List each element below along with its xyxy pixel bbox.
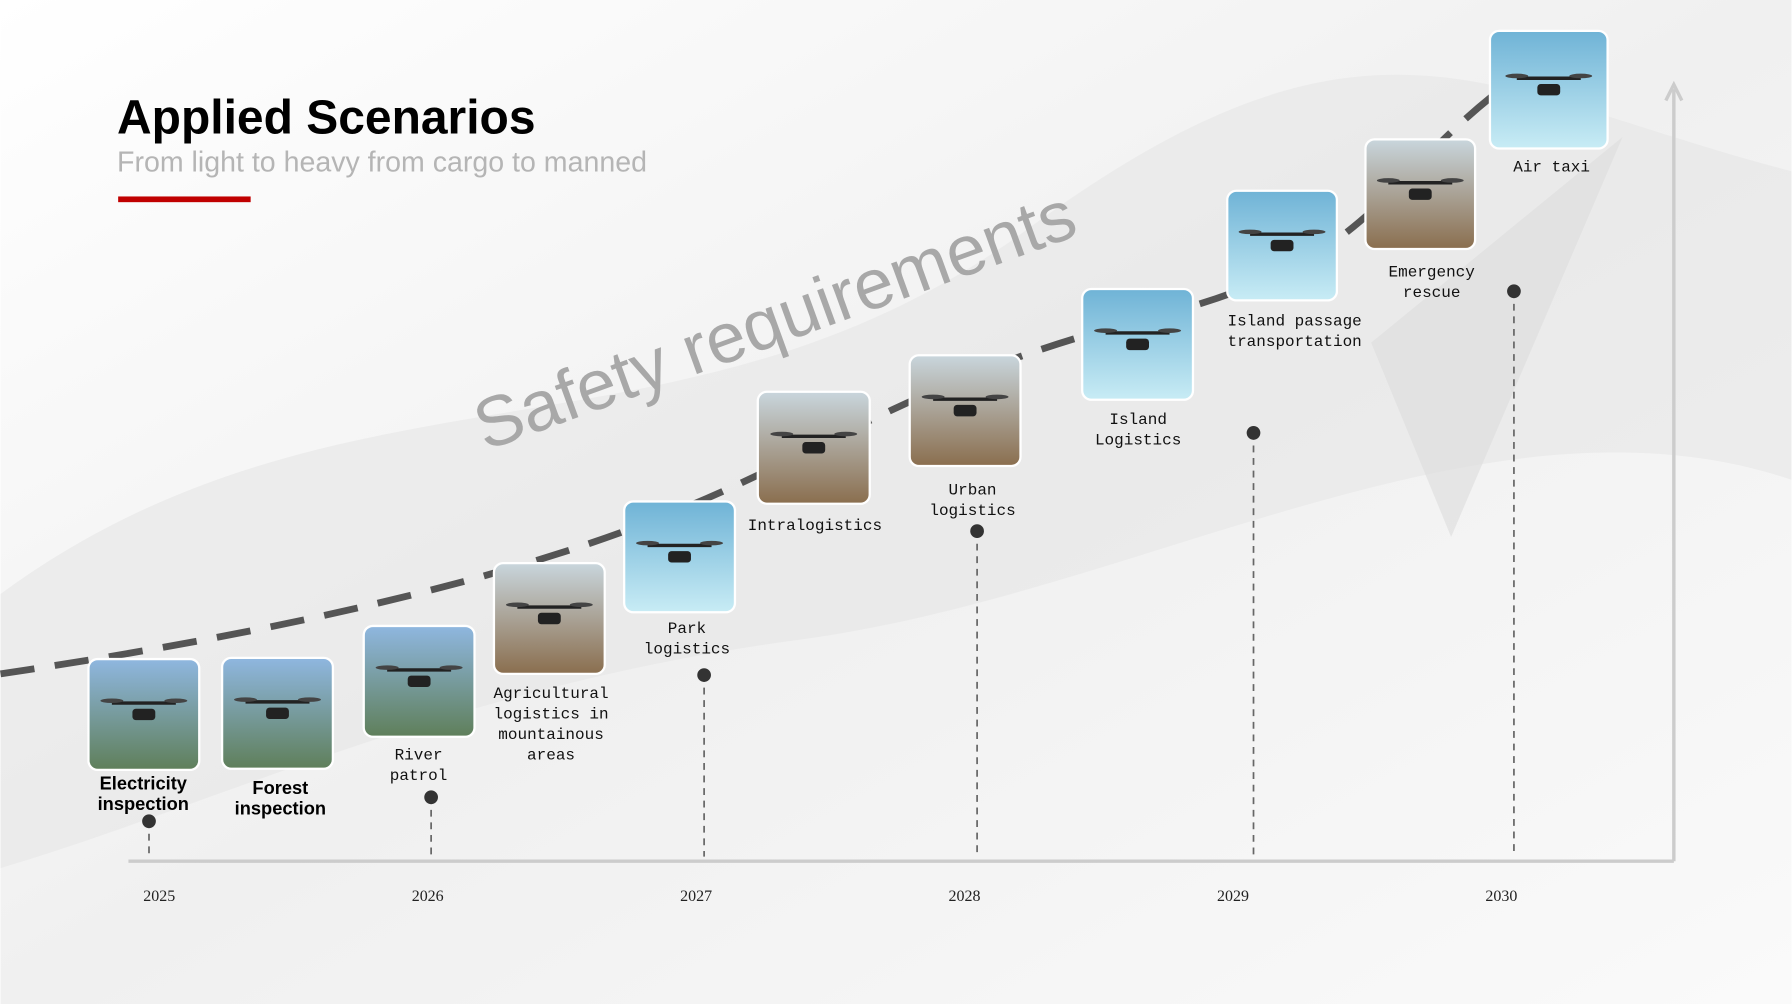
scenario-label: inspection xyxy=(98,793,189,814)
scenario-label: Agricultural xyxy=(493,685,608,703)
drone-body xyxy=(668,551,691,563)
drone-body xyxy=(953,404,977,417)
scenario-label: Air taxi xyxy=(1513,158,1590,176)
drone-body xyxy=(407,675,431,688)
scenario-image xyxy=(1364,138,1477,251)
rotor xyxy=(1094,328,1118,333)
rotor xyxy=(770,431,794,437)
scenario-image xyxy=(623,500,737,614)
scenario-label: areas xyxy=(527,747,575,765)
drone-body xyxy=(1270,239,1294,252)
year-label: 2029 xyxy=(1217,888,1249,905)
accent-bar xyxy=(118,196,251,203)
milestone-dot xyxy=(424,790,438,805)
subtitle: From light to heavy from cargo to manned xyxy=(117,146,647,178)
scenario-image xyxy=(220,656,335,770)
scenario-image xyxy=(908,354,1022,468)
title: Applied Scenarios xyxy=(117,92,536,145)
scenario-label: Logistics xyxy=(1095,431,1181,449)
scenario-label: logistics in xyxy=(493,705,608,723)
axis-arrow xyxy=(1664,80,1684,102)
scenario-label: Electricity xyxy=(100,772,188,793)
rotor xyxy=(1569,73,1593,79)
rotor xyxy=(1238,229,1262,235)
milestone-dot xyxy=(1246,426,1261,440)
scenario-label: logistics xyxy=(929,502,1015,520)
scenario-label: Island passage xyxy=(1227,313,1361,331)
scenario-image xyxy=(1488,29,1609,150)
rotor xyxy=(569,602,593,608)
rotor xyxy=(1505,73,1529,79)
milestone-dot xyxy=(970,524,984,538)
scenario-image xyxy=(1226,189,1339,302)
rotor xyxy=(1440,178,1464,183)
scenario-image xyxy=(362,624,476,738)
rotor xyxy=(834,431,858,437)
drone-body xyxy=(1408,188,1432,200)
drone-body xyxy=(132,708,156,721)
drone-body xyxy=(1537,83,1561,96)
year-label: 2028 xyxy=(949,888,981,905)
scenario-image xyxy=(756,390,871,505)
drone-body xyxy=(802,442,826,454)
scenario-label: Urban xyxy=(949,482,997,500)
scenario-label: logistics xyxy=(644,640,730,658)
milestone-dot xyxy=(1507,284,1521,299)
scenario-image xyxy=(1081,287,1195,401)
rotor xyxy=(164,698,188,704)
drone-body xyxy=(537,612,561,625)
rotor xyxy=(1302,229,1326,235)
scenario-label: Intralogistics xyxy=(748,517,882,535)
scenario-label: rescue xyxy=(1403,284,1461,302)
rotor xyxy=(234,697,257,702)
rotor xyxy=(298,697,321,702)
rotor xyxy=(375,665,399,670)
scenario-label: River xyxy=(395,747,443,765)
drone-body xyxy=(266,707,289,720)
scenario-label: Forest xyxy=(252,777,308,798)
scenario-label: mountainous xyxy=(498,726,604,744)
drone-body xyxy=(1126,338,1149,351)
year-label: 2027 xyxy=(680,888,712,905)
rotor xyxy=(100,698,124,704)
year-label: 2026 xyxy=(412,888,444,905)
year-label: 2025 xyxy=(143,888,175,905)
rotor xyxy=(1158,328,1181,333)
rotor xyxy=(1376,178,1400,183)
scenario-image xyxy=(87,657,201,771)
milestone-dot xyxy=(142,814,156,829)
rotor xyxy=(505,602,529,608)
year-label: 2030 xyxy=(1485,888,1517,905)
scenario-label: Park xyxy=(668,620,706,638)
bg-wave xyxy=(1371,137,1623,537)
scenario-label: Island xyxy=(1109,411,1167,429)
rotor xyxy=(985,394,1009,400)
scenario-label: transportation xyxy=(1227,333,1361,351)
rotor xyxy=(921,394,945,400)
rotor xyxy=(636,540,659,546)
rotor xyxy=(439,665,463,670)
scenario-label: Emergency xyxy=(1389,263,1476,281)
rotor xyxy=(700,540,723,546)
scenario-label: patrol xyxy=(390,767,448,785)
scenario-image xyxy=(492,561,606,676)
milestone-dot xyxy=(697,668,711,682)
scenario-label: inspection xyxy=(235,797,326,818)
